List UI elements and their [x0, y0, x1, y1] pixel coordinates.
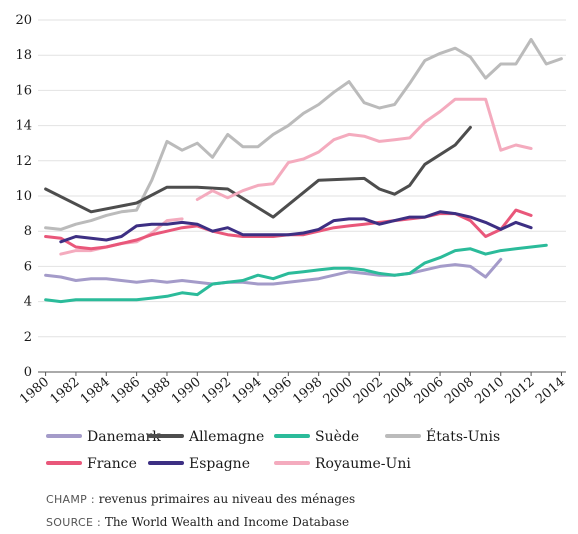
- legend-label-suede: Suède: [315, 429, 359, 445]
- source-label: SOURCE :: [46, 516, 105, 529]
- x-tick-label: 2004: [381, 375, 416, 408]
- champ-label: CHAMP :: [46, 493, 99, 506]
- source-text: The World Wealth and Income Database: [104, 515, 350, 529]
- y-tick-label: 2: [24, 330, 32, 345]
- x-tick-label: 2006: [412, 375, 447, 408]
- x-tick-label: 1994: [230, 375, 265, 408]
- data-series: [44, 37, 563, 304]
- series-line-allemagne: [44, 125, 472, 219]
- x-tick-label: 1990: [169, 375, 204, 408]
- x-tick-label: 2012: [503, 375, 538, 408]
- y-tick-label: 18: [15, 48, 32, 63]
- x-tick-label: 2002: [351, 375, 386, 408]
- x-tick-label: 1992: [199, 375, 234, 408]
- series-line-etats-unis: [44, 37, 563, 231]
- y-tick-label: 20: [15, 13, 32, 28]
- series-line-royaume-uni: [195, 97, 533, 201]
- y-tick-label: 0: [24, 365, 32, 380]
- legend: Danemark Allemagne Suède États-Unis France Es…: [46, 427, 500, 472]
- champ-text: revenus primaires au niveau des ménages: [98, 492, 356, 506]
- series-line-danemark: [44, 257, 503, 286]
- x-tick-label: 2000: [321, 375, 356, 408]
- y-tick-label: 6: [24, 259, 32, 274]
- x-tick-label: 2008: [442, 375, 477, 408]
- legend-label-danemark: Danemark: [87, 429, 161, 445]
- source-note: SOURCE : The World Wealth and Income Dat…: [46, 511, 566, 534]
- y-axis-ticks: 0 2 4 6 8 10 12 14 16 18 20: [15, 13, 32, 380]
- x-tick-label: 1982: [48, 375, 83, 408]
- chart-notes: CHAMP : revenus primaires au niveau des …: [46, 488, 566, 534]
- series-line-suede: [44, 243, 548, 304]
- x-tick-label: 1986: [108, 375, 143, 408]
- x-tick-label: 1988: [139, 375, 174, 408]
- x-tick-label: 1998: [290, 375, 325, 408]
- grid-lines: [38, 19, 566, 373]
- legend-label-etats-unis: États-Unis: [426, 427, 500, 445]
- x-tick-label: 1980: [17, 375, 52, 408]
- legend-label-royaume-uni: Royaume-Uni: [315, 456, 411, 472]
- x-tick-label: 2014: [533, 375, 568, 408]
- y-tick-label: 10: [15, 189, 32, 204]
- legend-label-espagne: Espagne: [189, 456, 250, 472]
- y-tick-label: 8: [24, 224, 32, 239]
- y-tick-label: 16: [15, 83, 32, 98]
- y-tick-label: 12: [15, 154, 32, 169]
- series-line-espagne: [59, 210, 533, 244]
- x-tick-label: 1984: [78, 375, 113, 408]
- x-tick-label: 1996: [260, 375, 295, 408]
- champ-note: CHAMP : revenus primaires au niveau des …: [46, 488, 566, 511]
- x-tick-label: 2010: [472, 375, 507, 408]
- legend-label-allemagne: Allemagne: [188, 429, 264, 445]
- y-tick-label: 4: [24, 295, 32, 310]
- series-line-france: [44, 208, 533, 251]
- legend-label-france: France: [87, 456, 137, 472]
- y-tick-label: 14: [15, 119, 32, 134]
- x-axis-ticks: 1980198219841986198819901992199419961998…: [17, 372, 568, 407]
